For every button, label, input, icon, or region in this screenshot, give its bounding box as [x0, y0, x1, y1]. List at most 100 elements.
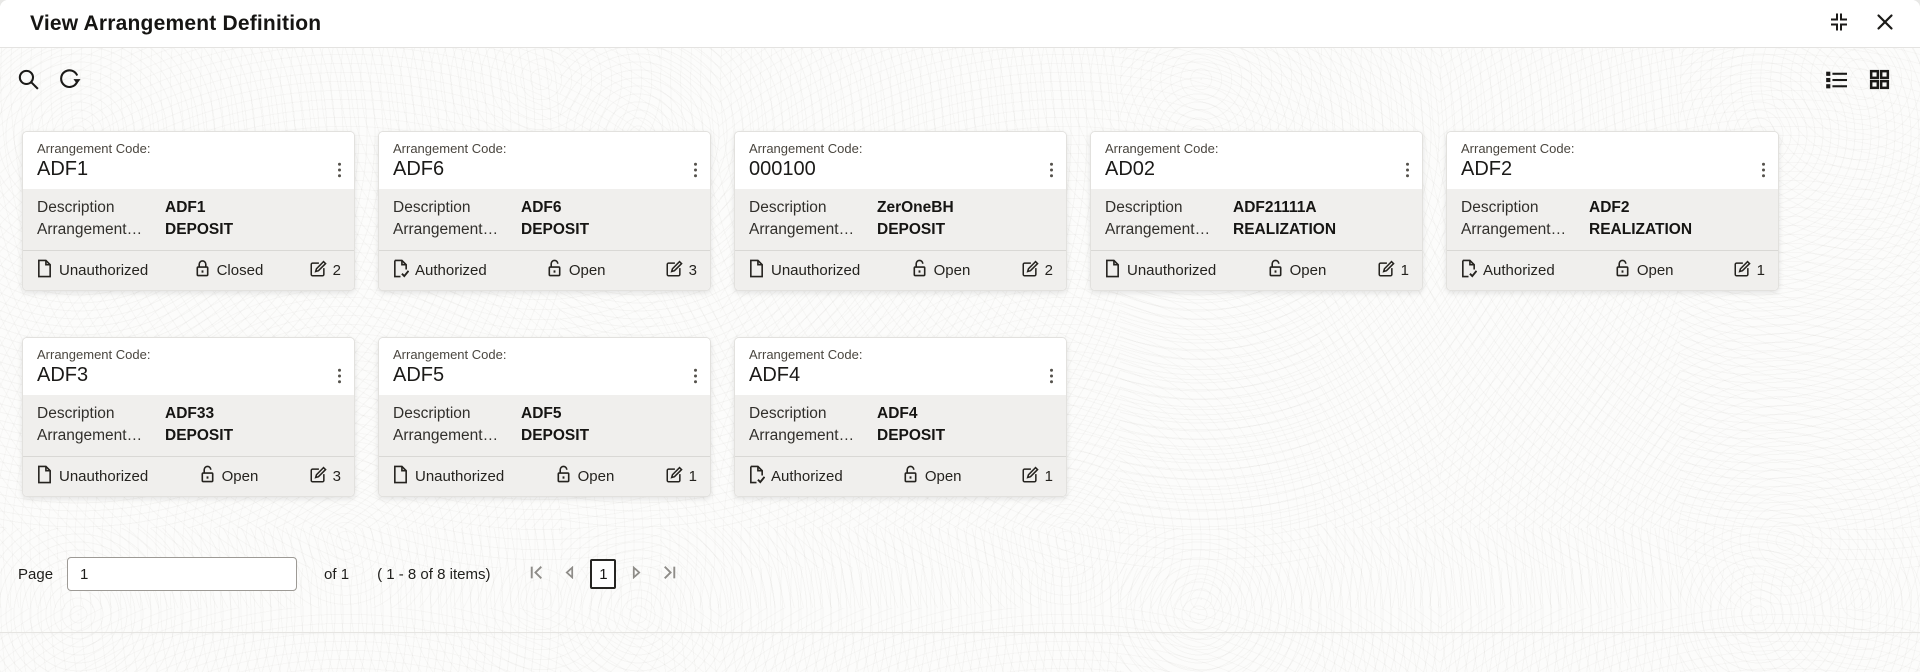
- card-menu-button[interactable]: [687, 364, 704, 391]
- card-menu-button[interactable]: [1043, 158, 1060, 185]
- card-menu-button[interactable]: [331, 364, 348, 391]
- arrangement-code-label: Arrangement Code:: [1461, 141, 1575, 156]
- authorization-status: Unauthorized: [748, 259, 860, 282]
- card-header: Arrangement Code: 000100: [735, 132, 1066, 189]
- arrangement-code-value: ADF1: [37, 158, 89, 180]
- arrangement-card: Arrangement Code: ADF3 Description ADF33…: [22, 337, 355, 497]
- arrangement-type-row: Arrangement… DEPOSIT: [37, 425, 340, 447]
- modification-count: 1: [1733, 260, 1765, 282]
- card-body: Description ADF33 Arrangement… DEPOSIT: [23, 395, 354, 456]
- modification-count-value: 1: [688, 468, 697, 485]
- card-menu-button[interactable]: [1043, 364, 1060, 391]
- arrangement-code-value: ADF6: [393, 158, 445, 180]
- description-row: Description ADF33: [37, 403, 340, 425]
- modification-count-value: 1: [1044, 468, 1053, 485]
- record-status: Open: [546, 259, 606, 282]
- record-status-label: Open: [568, 262, 606, 279]
- arrangement-type-value: REALIZATION: [1589, 221, 1693, 238]
- refresh-button[interactable]: [55, 65, 84, 97]
- card-footer: Unauthorized Closed: [23, 250, 354, 290]
- document-icon: [1104, 259, 1121, 282]
- search-button[interactable]: [14, 65, 43, 97]
- card-body: Description ADF2 Arrangement… REALIZATIO…: [1447, 189, 1778, 250]
- description-row: Description ZerOneBH: [749, 197, 1052, 219]
- arrangement-type-row: Arrangement… DEPOSIT: [393, 425, 696, 447]
- modification-count-value: 1: [1756, 262, 1765, 279]
- document-icon: [36, 259, 53, 282]
- page-label: Page: [18, 565, 54, 583]
- pager-controls: 1: [524, 559, 682, 589]
- toolbar: [0, 48, 1920, 100]
- card-header: Arrangement Code: ADF6: [379, 132, 710, 189]
- next-page-icon: [630, 565, 643, 582]
- edit-count-icon: [1377, 260, 1395, 282]
- card-menu-button[interactable]: [1755, 158, 1772, 185]
- page-title: View Arrangement Definition: [30, 11, 322, 35]
- arrangement-code-value: ADF4: [749, 364, 801, 386]
- arrangement-card: Arrangement Code: ADF6 Description ADF6 …: [378, 131, 711, 291]
- record-status: Open: [1267, 259, 1326, 282]
- card-body: Description ADF1 Arrangement… DEPOSIT: [23, 189, 354, 250]
- card-menu-button[interactable]: [687, 158, 704, 185]
- authorization-status: Unauthorized: [392, 465, 504, 488]
- modification-count: 1: [665, 466, 697, 488]
- arrangement-type-label: Arrangement…: [749, 427, 855, 444]
- grid-view-button[interactable]: [1865, 65, 1894, 97]
- record-status-label: Closed: [216, 262, 264, 279]
- modification-count-value: 3: [332, 468, 341, 485]
- arrangement-type-label: Arrangement…: [1105, 221, 1211, 238]
- description-label: Description: [37, 405, 115, 422]
- current-page-button[interactable]: 1: [590, 559, 617, 589]
- modification-count-value: 1: [1400, 262, 1409, 279]
- page-number-input[interactable]: [67, 557, 298, 591]
- arrangement-type-label: Arrangement…: [37, 427, 143, 444]
- arrangement-type-label: Arrangement…: [749, 221, 855, 238]
- authorization-status: Authorized: [392, 259, 487, 282]
- next-page-button[interactable]: [626, 562, 647, 586]
- previous-page-button[interactable]: [559, 562, 580, 586]
- lock-open-icon: [902, 465, 919, 488]
- arrangement-code-label: Arrangement Code:: [749, 141, 863, 156]
- authorization-status: Authorized: [748, 465, 843, 488]
- modification-count-value: 2: [1044, 262, 1053, 279]
- arrangement-type-row: Arrangement… REALIZATION: [1105, 219, 1408, 241]
- titlebar-actions: [1826, 9, 1896, 38]
- authorization-status-label: Unauthorized: [415, 468, 505, 485]
- arrangement-card: Arrangement Code: ADF4 Description ADF4 …: [734, 337, 1067, 497]
- arrangement-code-value: 000100: [749, 158, 816, 180]
- kebab-menu-icon: [1405, 162, 1410, 181]
- modification-count-value: 2: [332, 262, 341, 279]
- authorization-status-label: Unauthorized: [1127, 262, 1217, 279]
- first-page-button[interactable]: [524, 560, 549, 588]
- arrangement-type-label: Arrangement…: [37, 221, 143, 238]
- arrangement-card: Arrangement Code: 000100 Description Zer…: [734, 131, 1067, 291]
- card-menu-button[interactable]: [1399, 158, 1416, 185]
- card-body: Description ZerOneBH Arrangement… DEPOSI…: [735, 189, 1066, 250]
- collapse-button[interactable]: [1826, 9, 1852, 38]
- authorization-status-label: Authorized: [415, 262, 487, 279]
- lock-closed-icon: [194, 259, 211, 282]
- edit-count-icon: [665, 466, 683, 488]
- arrangement-card: Arrangement Code: ADF1 Description ADF1 …: [22, 131, 355, 291]
- record-status: Open: [199, 465, 258, 488]
- description-value: ADF6: [521, 199, 562, 216]
- edit-count-icon: [309, 260, 327, 282]
- close-button[interactable]: [1874, 11, 1896, 36]
- list-view-button[interactable]: [1820, 65, 1850, 97]
- card-header: Arrangement Code: AD02: [1091, 132, 1422, 189]
- description-value: ADF1: [165, 199, 206, 216]
- document-check-icon: [1460, 259, 1478, 282]
- arrangement-type-value: DEPOSIT: [521, 427, 590, 444]
- arrangement-type-row: Arrangement… DEPOSIT: [37, 219, 340, 241]
- card-menu-button[interactable]: [331, 158, 348, 185]
- last-page-button[interactable]: [657, 560, 682, 588]
- card-body: Description ADF5 Arrangement… DEPOSIT: [379, 395, 710, 456]
- grid-view-icon: [1867, 67, 1892, 95]
- edit-count-icon: [1733, 260, 1751, 282]
- description-label: Description: [1461, 199, 1539, 216]
- kebab-menu-icon: [1049, 368, 1054, 387]
- arrangement-type-row: Arrangement… REALIZATION: [1461, 219, 1764, 241]
- arrangement-code-label: Arrangement Code:: [1105, 141, 1219, 156]
- record-status: Open: [911, 259, 970, 282]
- description-row: Description ADF4: [749, 403, 1052, 425]
